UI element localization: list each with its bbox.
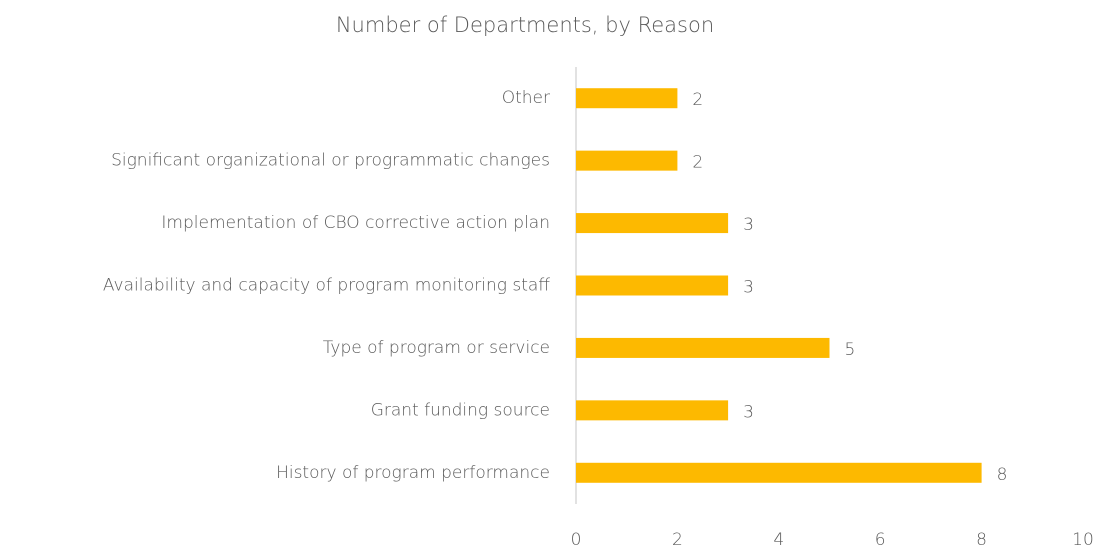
x-tick-label: 4 bbox=[773, 530, 784, 550]
x-tick-label: 10 bbox=[1072, 530, 1094, 550]
data-label: 8 bbox=[997, 465, 1008, 485]
bar bbox=[576, 213, 729, 234]
x-tick-label: 6 bbox=[875, 530, 886, 550]
y-tick-label: Implementation of CBO corrective action … bbox=[161, 213, 550, 233]
data-label: 3 bbox=[743, 278, 754, 298]
x-tick-label: 2 bbox=[672, 530, 683, 550]
bar bbox=[576, 88, 678, 109]
bar bbox=[576, 337, 830, 358]
data-label: 3 bbox=[743, 215, 754, 235]
y-tick-label: History of program performance bbox=[276, 463, 550, 483]
y-tick-label: Other bbox=[502, 88, 550, 108]
data-label: 5 bbox=[845, 340, 856, 360]
x-tick-label: 8 bbox=[976, 530, 987, 550]
y-tick-label: Grant funding source bbox=[371, 400, 550, 420]
bar bbox=[576, 400, 729, 421]
data-label: 3 bbox=[743, 402, 754, 422]
bar bbox=[576, 150, 678, 171]
data-label: 2 bbox=[692, 90, 703, 110]
bar bbox=[576, 462, 982, 483]
chart-title: Number of Departments, by Reason bbox=[336, 13, 714, 37]
data-label: 2 bbox=[692, 153, 703, 173]
y-tick-label: Availability and capacity of program mon… bbox=[103, 276, 550, 296]
x-tick-label: 0 bbox=[571, 530, 582, 550]
bar bbox=[576, 275, 729, 296]
y-tick-label: Type of program or service bbox=[323, 338, 550, 358]
y-tick-label: Significant organizational or programmat… bbox=[111, 151, 550, 171]
